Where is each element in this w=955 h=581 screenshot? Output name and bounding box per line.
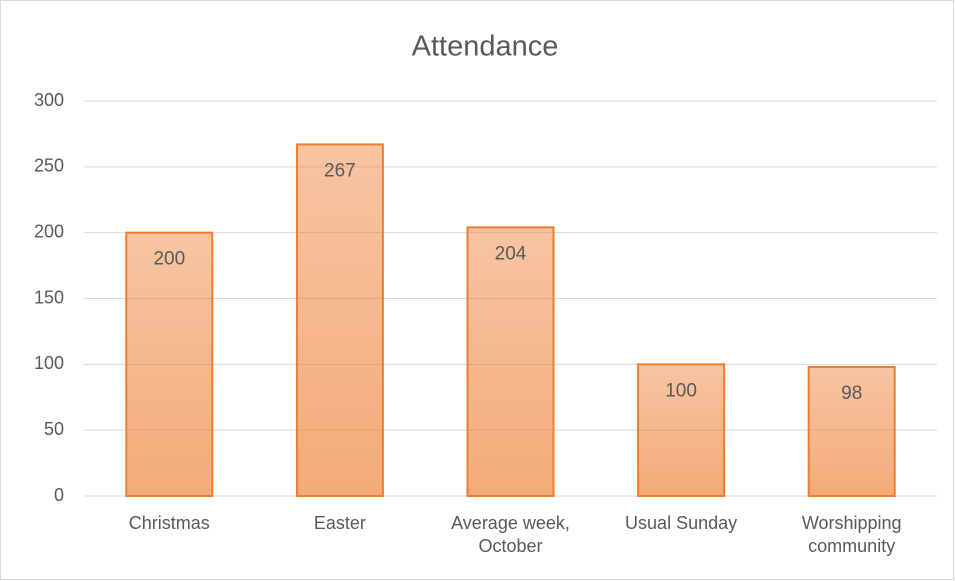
y-tick-label: 0 [54, 485, 64, 505]
x-tick-label: Average week, October [451, 513, 570, 556]
bar [637, 363, 726, 498]
x-tick-label: Worshipping community [801, 513, 902, 556]
y-tick-label: 200 [34, 221, 64, 241]
data-label: 98 [841, 383, 862, 404]
x-tick-label: Christmas [128, 513, 210, 533]
data-label: 204 [495, 243, 527, 264]
y-tick-label: 250 [34, 156, 64, 176]
bar [295, 143, 384, 497]
x-tick-label: Usual Sunday [625, 513, 738, 533]
data-label: 267 [324, 160, 356, 181]
data-label: 200 [153, 249, 185, 270]
bar [807, 365, 896, 498]
y-tick-label: 150 [34, 287, 64, 307]
y-tick-label: 100 [34, 353, 64, 373]
data-label: 100 [665, 380, 697, 401]
y-tick-label: 300 [34, 90, 64, 110]
bar [466, 226, 555, 497]
x-tick-label: Easter [313, 513, 366, 533]
chart-title: Attendance [412, 31, 559, 63]
y-tick-label: 50 [44, 419, 64, 439]
bar [125, 231, 214, 498]
